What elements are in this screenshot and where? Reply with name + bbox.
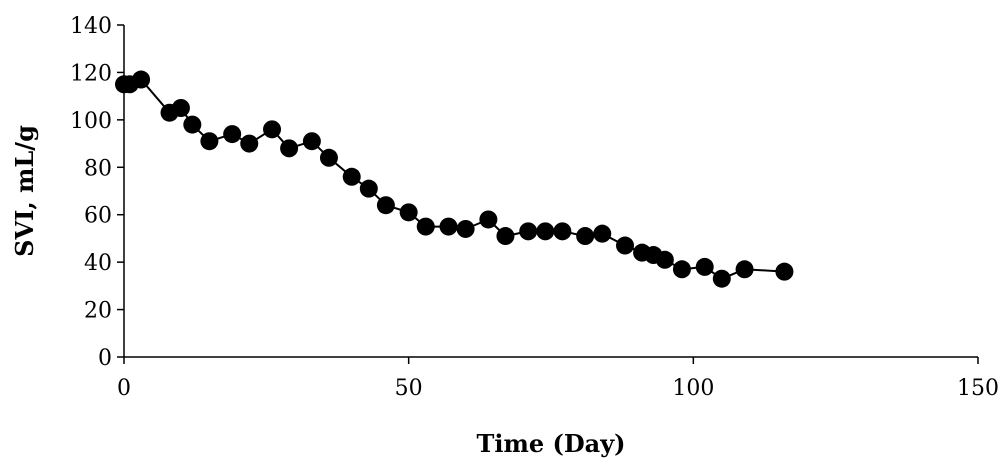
- data-point: [439, 217, 458, 236]
- x-tick-label: 150: [957, 376, 999, 401]
- y-tick-label: 140: [70, 14, 112, 39]
- y-tick-label: 80: [84, 156, 112, 181]
- x-tick-label: 0: [117, 376, 131, 401]
- y-tick-label: 100: [70, 109, 112, 134]
- y-ticks: 0 20 40 60 80 100 120 140: [70, 14, 124, 371]
- x-axis-title: Time (Day): [476, 429, 625, 458]
- data-point: [416, 217, 435, 236]
- y-tick-label: 20: [84, 299, 112, 324]
- data-point: [536, 222, 555, 241]
- data-point: [171, 99, 190, 117]
- data-point: [735, 260, 754, 279]
- data-point: [593, 224, 612, 243]
- data-point: [695, 257, 714, 276]
- data-point: [576, 227, 595, 246]
- data-point: [280, 139, 299, 158]
- data-point: [655, 250, 674, 269]
- x-tick-label: 100: [672, 376, 714, 401]
- data-point: [359, 179, 378, 198]
- data-point: [553, 222, 572, 241]
- data-point: [183, 115, 202, 134]
- data-point: [223, 125, 242, 144]
- data-point: [616, 236, 635, 255]
- data-point: [672, 260, 691, 279]
- plot-area: 0 50 100 150 0 20 40 60 80 100 120 140: [70, 14, 999, 401]
- data-point: [479, 210, 498, 229]
- data-point: [263, 120, 282, 139]
- data-point: [399, 203, 418, 222]
- data-point: [775, 262, 794, 281]
- x-ticks: 0 50 100 150: [117, 357, 999, 401]
- data-point: [519, 222, 538, 241]
- data-point: [302, 132, 321, 151]
- data-point: [712, 269, 731, 288]
- x-tick-label: 50: [395, 376, 423, 401]
- data-point: [342, 167, 361, 186]
- data-point: [376, 196, 395, 215]
- y-tick-label: 0: [98, 346, 112, 371]
- data-point: [319, 148, 338, 167]
- y-axis-title: SVI, mL/g: [10, 125, 39, 257]
- data-point: [132, 70, 151, 89]
- data-point: [456, 219, 475, 238]
- data-point: [200, 132, 219, 151]
- data-points: [115, 70, 794, 288]
- y-tick-label: 40: [84, 251, 112, 276]
- y-tick-label: 60: [84, 204, 112, 229]
- series-line: [124, 78, 785, 280]
- data-point: [496, 227, 515, 246]
- data-point: [240, 134, 259, 153]
- y-tick-label: 120: [70, 61, 112, 86]
